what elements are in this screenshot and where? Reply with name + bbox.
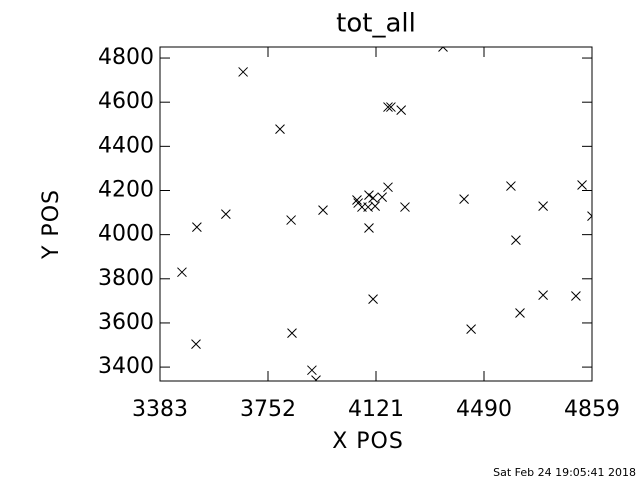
marker [368,193,378,203]
x-tick-label: 4121 [348,397,404,422]
x-tick-label: 3383 [132,397,188,422]
y-axis-label: Y POS [39,189,64,260]
marker [377,192,387,202]
y-tick-label: 3600 [98,310,154,335]
marker [192,222,202,232]
marker [238,67,248,77]
timestamp: Sat Feb 24 19:05:41 2018 [493,466,636,479]
y-tick-label: 3800 [98,266,154,291]
marker [386,102,396,112]
marker [307,365,317,376]
marker [438,47,448,52]
marker [571,291,581,301]
marker [506,181,516,191]
marker [286,215,296,225]
x-tick-label: 4490 [456,397,512,422]
marker [370,201,380,212]
marker [400,202,410,212]
marker [364,190,374,200]
marker [311,375,321,381]
y-tick-label: 4600 [98,89,154,114]
y-tick-label: 4200 [98,177,154,202]
marker [352,195,362,205]
marker [511,235,521,246]
marker [396,105,407,115]
y-tick-label: 4000 [98,222,154,247]
marker [587,211,592,221]
x-tick-label: 4859 [564,397,620,422]
marker [318,205,328,215]
chart-title: tot_all [336,9,416,39]
y-tick-label: 4800 [98,45,154,70]
marker [221,209,231,219]
marker [577,180,587,190]
markers [177,47,592,381]
marker [191,339,201,349]
marker [287,328,297,338]
marker [275,124,285,134]
y-tick-label: 4400 [98,133,154,158]
marker [466,324,476,334]
y-tick-label: 3400 [98,354,154,379]
x-axis-label: X POS [332,429,404,454]
marker [459,194,469,204]
marker [383,182,393,193]
marker [177,267,187,278]
marker [538,290,548,300]
marker [383,102,393,112]
marker [538,201,548,212]
marker [364,223,374,233]
marker [515,308,525,318]
x-tick-label: 3752 [240,397,296,422]
marker [368,294,378,304]
